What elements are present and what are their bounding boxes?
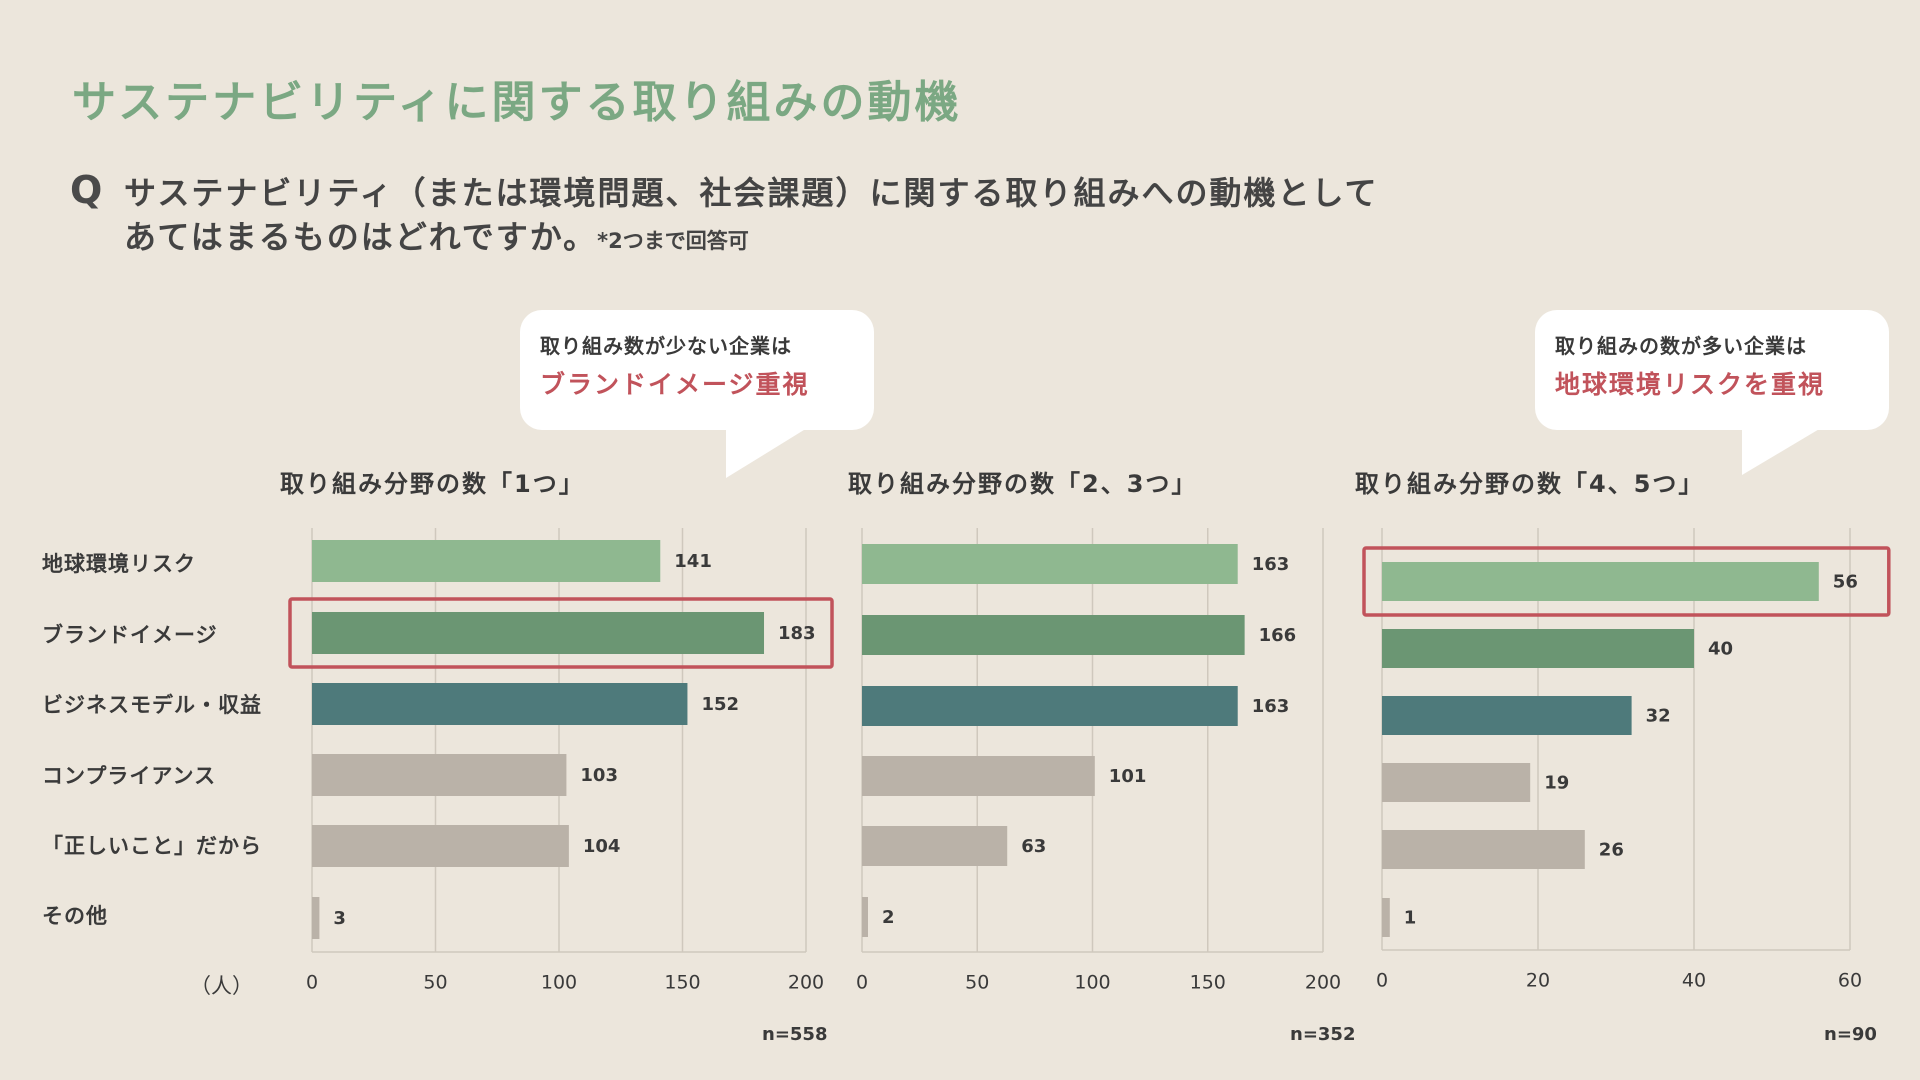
chart-3-bar-5 — [1382, 898, 1390, 937]
chart-1-bar-1 — [312, 612, 765, 654]
callout-bubble-few: 取り組み数が少ない企業は ブランドイメージ重視 — [520, 310, 874, 430]
chart-3-value-label-2: 32 — [1646, 706, 1671, 727]
chart-1-highlight-box — [288, 597, 834, 669]
chart-1-value-label-0: 141 — [674, 551, 712, 572]
chart-title-3: 取り組み分野の数「4、5つ」 — [1355, 470, 1705, 498]
category-label-5: その他 — [42, 904, 108, 928]
chart-1-bar-4 — [312, 825, 569, 867]
question-mark: Q — [70, 168, 103, 212]
chart-2-value-label-3: 101 — [1109, 766, 1147, 787]
category-label-0: 地球環境リスク — [42, 552, 196, 576]
chart-1-bar-3 — [312, 754, 567, 796]
chart-2-tick-label-4: 200 — [1305, 972, 1341, 994]
chart-1-value-label-5: 3 — [333, 908, 346, 929]
chart-2-value-label-2: 163 — [1252, 696, 1290, 717]
chart-1-tick-label-4: 200 — [788, 972, 824, 994]
chart-3-bar-4 — [1382, 830, 1585, 869]
n-label-1: n=558 — [762, 1024, 828, 1045]
callout-bubble-many: 取り組みの数が多い企業は 地球環境リスクを重視 — [1535, 310, 1889, 430]
chart-3-value-label-4: 26 — [1599, 840, 1624, 861]
chart-1-tick-label-3: 150 — [664, 972, 700, 994]
callout-few-line2: ブランドイメージ重視 — [540, 370, 810, 399]
chart-2-bar-4 — [862, 826, 1008, 866]
chart-2-bar-0 — [862, 544, 1238, 584]
chart-2-tick-label-3: 150 — [1190, 972, 1226, 994]
chart-1-bar-2 — [312, 683, 688, 725]
chart-1-value-label-4: 104 — [583, 836, 621, 857]
chart-2-bar-1 — [862, 615, 1245, 655]
chart-1-value-label-2: 152 — [701, 694, 739, 715]
chart-3-bar-0 — [1382, 562, 1819, 601]
n-label-3: n=90 — [1824, 1024, 1877, 1045]
chart-3-tick-label-2: 40 — [1682, 970, 1706, 992]
n-label-2: n=352 — [1290, 1024, 1356, 1045]
chart-3-highlight-box — [1362, 546, 1891, 617]
chart-title-1: 取り組み分野の数「1つ」 — [280, 470, 585, 498]
chart-2-tick-label-1: 50 — [965, 972, 989, 994]
chart-3-tick-label-1: 20 — [1526, 970, 1550, 992]
chart-3-value-label-1: 40 — [1708, 639, 1733, 660]
question-text-line2-main: あてはまるものはどれですか。 — [124, 218, 598, 256]
chart-3-bar-1 — [1382, 629, 1694, 668]
chart-2-value-label-0: 163 — [1252, 554, 1290, 575]
category-label-4: 「正しいこと」だから — [42, 834, 262, 858]
chart-3-value-label-5: 1 — [1404, 908, 1417, 929]
callout-few-line1: 取り組み数が少ない企業は — [540, 334, 792, 358]
chart-3-tick-label-3: 60 — [1838, 970, 1862, 992]
category-label-3: コンプライアンス — [42, 764, 217, 788]
chart-2-bar-5 — [862, 897, 868, 937]
question-note: *2つまで回答可 — [597, 229, 749, 253]
chart-2-bar-3 — [862, 756, 1095, 796]
chart-1-tick-label-1: 50 — [423, 972, 447, 994]
chart-2-tick-label-0: 0 — [856, 972, 868, 994]
chart-2-tick-label-2: 100 — [1074, 972, 1110, 994]
category-label-2: ビジネスモデル・収益 — [42, 693, 262, 717]
chart-3-bar-3 — [1382, 763, 1531, 802]
callout-many-line1: 取り組みの数が多い企業は — [1555, 334, 1807, 358]
chart-1-bar-5 — [312, 897, 320, 939]
chart-3-bar-2 — [1382, 696, 1632, 735]
page-title: サステナビリティに関する取り組みの動機 — [72, 77, 962, 128]
chart-1-value-label-3: 103 — [580, 765, 618, 786]
category-label-1: ブランドイメージ — [42, 623, 218, 647]
callout-many-line2: 地球環境リスクを重視 — [1555, 370, 1826, 399]
chart-1-tick-label-2: 100 — [541, 972, 577, 994]
chart-1-tick-label-0: 0 — [306, 972, 318, 994]
chart-2-value-label-4: 63 — [1021, 836, 1046, 857]
chart-2-value-label-5: 2 — [882, 907, 895, 928]
unit-label: （人） — [190, 974, 253, 998]
chart-3-value-label-0: 56 — [1833, 572, 1858, 593]
chart-1-bar-0 — [312, 540, 661, 582]
chart-3-value-label-3: 19 — [1544, 773, 1569, 794]
question-text-line2: あてはまるものはどれですか。*2つまで回答可 — [124, 212, 749, 258]
chart-3-tick-label-0: 0 — [1376, 970, 1388, 992]
chart-2-bar-2 — [862, 686, 1238, 726]
chart-title-2: 取り組み分野の数「2、3つ」 — [848, 470, 1198, 498]
question-text-line1: サステナビリティ（または環境問題、社会課題）に関する取り組みへの動機として — [124, 174, 1379, 212]
chart-1-value-label-1: 183 — [778, 623, 816, 644]
chart-2-value-label-1: 166 — [1259, 625, 1297, 646]
